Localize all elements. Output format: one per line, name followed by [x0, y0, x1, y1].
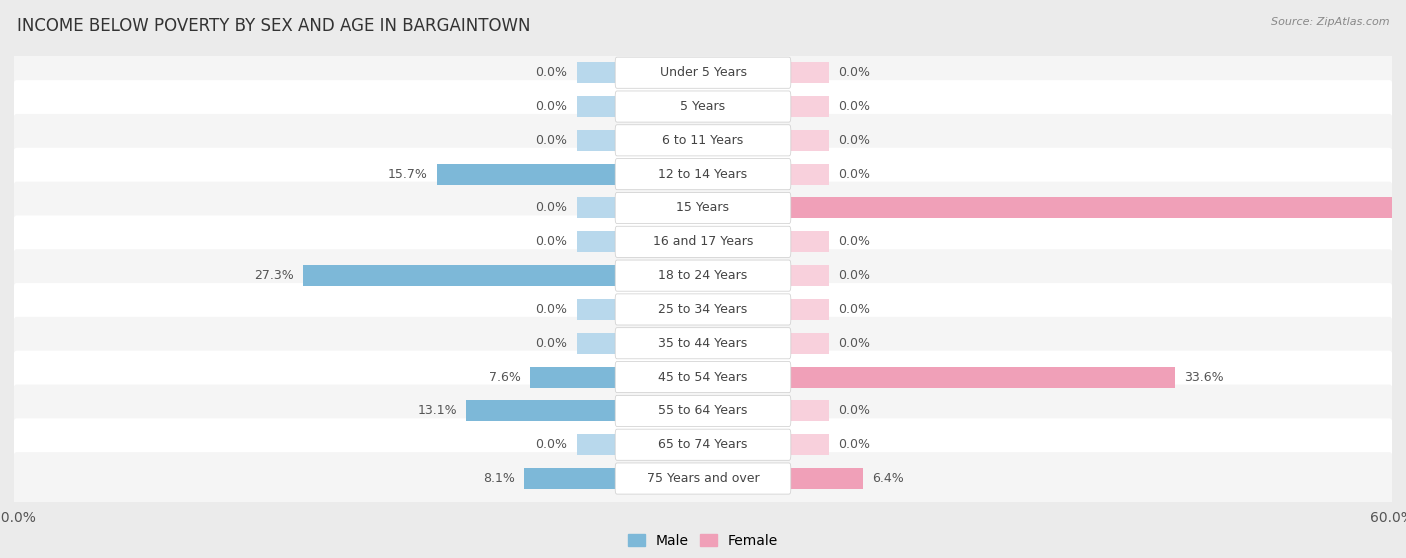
Bar [789, 434, 830, 455]
Text: 0.0%: 0.0% [536, 134, 568, 147]
Text: 33.6%: 33.6% [1184, 371, 1223, 383]
Text: 0.0%: 0.0% [838, 167, 870, 181]
Text: 0.0%: 0.0% [838, 438, 870, 451]
Text: Source: ZipAtlas.com: Source: ZipAtlas.com [1271, 17, 1389, 27]
Text: 16 and 17 Years: 16 and 17 Years [652, 235, 754, 248]
Bar [576, 130, 617, 151]
Text: INCOME BELOW POVERTY BY SEX AND AGE IN BARGAINTOWN: INCOME BELOW POVERTY BY SEX AND AGE IN B… [17, 17, 530, 35]
Bar [576, 96, 617, 117]
FancyBboxPatch shape [13, 452, 1393, 505]
FancyBboxPatch shape [616, 395, 790, 426]
Legend: Male, Female: Male, Female [623, 528, 783, 554]
FancyBboxPatch shape [616, 125, 790, 156]
FancyBboxPatch shape [13, 418, 1393, 471]
FancyBboxPatch shape [13, 249, 1393, 302]
Text: 25 to 34 Years: 25 to 34 Years [658, 303, 748, 316]
Bar [304, 265, 617, 286]
FancyBboxPatch shape [616, 429, 790, 460]
FancyBboxPatch shape [13, 384, 1393, 437]
Bar [530, 367, 617, 388]
Text: 0.0%: 0.0% [838, 235, 870, 248]
Bar [789, 333, 830, 354]
Bar [576, 232, 617, 252]
Text: 6 to 11 Years: 6 to 11 Years [662, 134, 744, 147]
Bar [789, 198, 1406, 219]
FancyBboxPatch shape [616, 193, 790, 224]
Text: 0.0%: 0.0% [838, 134, 870, 147]
Text: 0.0%: 0.0% [536, 303, 568, 316]
Text: 75 Years and over: 75 Years and over [647, 472, 759, 485]
Text: 0.0%: 0.0% [838, 405, 870, 417]
FancyBboxPatch shape [13, 283, 1393, 336]
Text: 13.1%: 13.1% [418, 405, 457, 417]
Text: 8.1%: 8.1% [482, 472, 515, 485]
FancyBboxPatch shape [616, 57, 790, 88]
Bar [789, 401, 830, 421]
FancyBboxPatch shape [13, 46, 1393, 99]
Text: 15.7%: 15.7% [388, 167, 427, 181]
Bar [467, 401, 617, 421]
Bar [437, 163, 617, 185]
Text: 0.0%: 0.0% [536, 438, 568, 451]
Text: 0.0%: 0.0% [536, 201, 568, 214]
FancyBboxPatch shape [616, 463, 790, 494]
Text: 0.0%: 0.0% [838, 269, 870, 282]
Text: 45 to 54 Years: 45 to 54 Years [658, 371, 748, 383]
Text: 0.0%: 0.0% [536, 100, 568, 113]
Bar [524, 468, 617, 489]
Bar [789, 299, 830, 320]
FancyBboxPatch shape [13, 215, 1393, 268]
FancyBboxPatch shape [616, 294, 790, 325]
FancyBboxPatch shape [13, 114, 1393, 167]
Bar [789, 96, 830, 117]
Bar [789, 265, 830, 286]
Text: 7.6%: 7.6% [488, 371, 520, 383]
Bar [576, 62, 617, 83]
FancyBboxPatch shape [13, 148, 1393, 200]
Text: 5 Years: 5 Years [681, 100, 725, 113]
Text: 6.4%: 6.4% [872, 472, 904, 485]
Bar [576, 198, 617, 219]
Text: 0.0%: 0.0% [838, 303, 870, 316]
FancyBboxPatch shape [13, 317, 1393, 369]
Text: Under 5 Years: Under 5 Years [659, 66, 747, 79]
Bar [789, 232, 830, 252]
FancyBboxPatch shape [616, 362, 790, 393]
Bar [789, 468, 863, 489]
Bar [576, 299, 617, 320]
Text: 27.3%: 27.3% [254, 269, 294, 282]
Text: 35 to 44 Years: 35 to 44 Years [658, 337, 748, 350]
Text: 0.0%: 0.0% [536, 66, 568, 79]
FancyBboxPatch shape [13, 181, 1393, 234]
FancyBboxPatch shape [616, 91, 790, 122]
Text: 0.0%: 0.0% [838, 100, 870, 113]
Text: 0.0%: 0.0% [536, 337, 568, 350]
FancyBboxPatch shape [616, 158, 790, 190]
Text: 55 to 64 Years: 55 to 64 Years [658, 405, 748, 417]
Text: 12 to 14 Years: 12 to 14 Years [658, 167, 748, 181]
Bar [576, 333, 617, 354]
FancyBboxPatch shape [616, 328, 790, 359]
Text: 15 Years: 15 Years [676, 201, 730, 214]
Bar [576, 434, 617, 455]
Text: 65 to 74 Years: 65 to 74 Years [658, 438, 748, 451]
Text: 0.0%: 0.0% [838, 337, 870, 350]
Text: 0.0%: 0.0% [536, 235, 568, 248]
FancyBboxPatch shape [616, 260, 790, 291]
Bar [789, 62, 830, 83]
FancyBboxPatch shape [13, 80, 1393, 133]
Bar [789, 367, 1175, 388]
FancyBboxPatch shape [13, 350, 1393, 403]
FancyBboxPatch shape [616, 226, 790, 257]
Text: 0.0%: 0.0% [838, 66, 870, 79]
Bar [789, 130, 830, 151]
Text: 18 to 24 Years: 18 to 24 Years [658, 269, 748, 282]
Bar [789, 163, 830, 185]
